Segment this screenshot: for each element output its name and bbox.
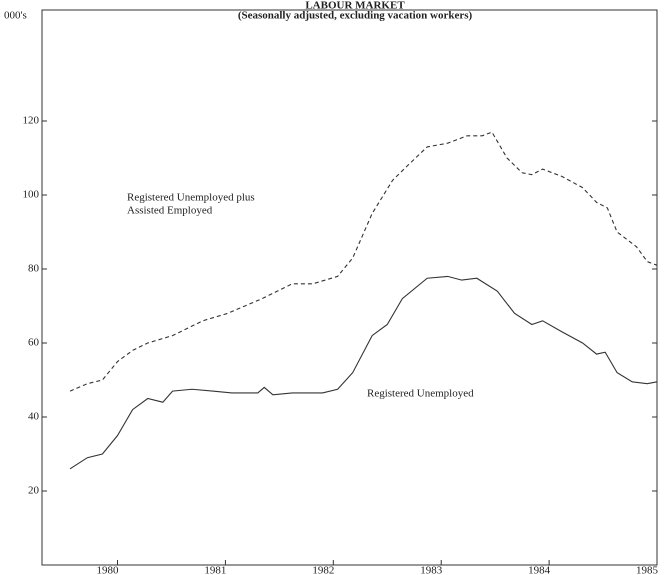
x-tick-label: 1985 bbox=[636, 565, 659, 575]
annotation: Registered Unemployed plus bbox=[127, 192, 255, 204]
y-tick-label: 80 bbox=[28, 263, 40, 275]
y-tick-label: 40 bbox=[28, 411, 40, 423]
plot-frame bbox=[41, 9, 658, 566]
annotation: Registered Unemployed bbox=[367, 388, 474, 400]
y-tick-label: 60 bbox=[28, 337, 40, 349]
y-tick-label: 100 bbox=[23, 189, 40, 201]
chart-subtitle: (Seasonally adjusted, excluding vacation… bbox=[238, 10, 473, 22]
x-tick-label: 1981 bbox=[204, 565, 226, 575]
chart-title: LABOUR MARKET bbox=[305, 0, 405, 12]
y-axis-label: 000's bbox=[4, 10, 27, 22]
y-tick-label: 20 bbox=[28, 485, 40, 497]
series-line bbox=[69, 131, 658, 392]
x-tick-label: 1984 bbox=[528, 565, 551, 575]
x-tick-label: 1983 bbox=[420, 565, 443, 575]
annotation: Assisted Employed bbox=[127, 205, 213, 217]
series-line bbox=[69, 275, 658, 470]
x-tick-label: 1980 bbox=[97, 565, 120, 575]
y-tick-label: 120 bbox=[23, 115, 40, 127]
x-tick-label: 1982 bbox=[312, 565, 334, 575]
